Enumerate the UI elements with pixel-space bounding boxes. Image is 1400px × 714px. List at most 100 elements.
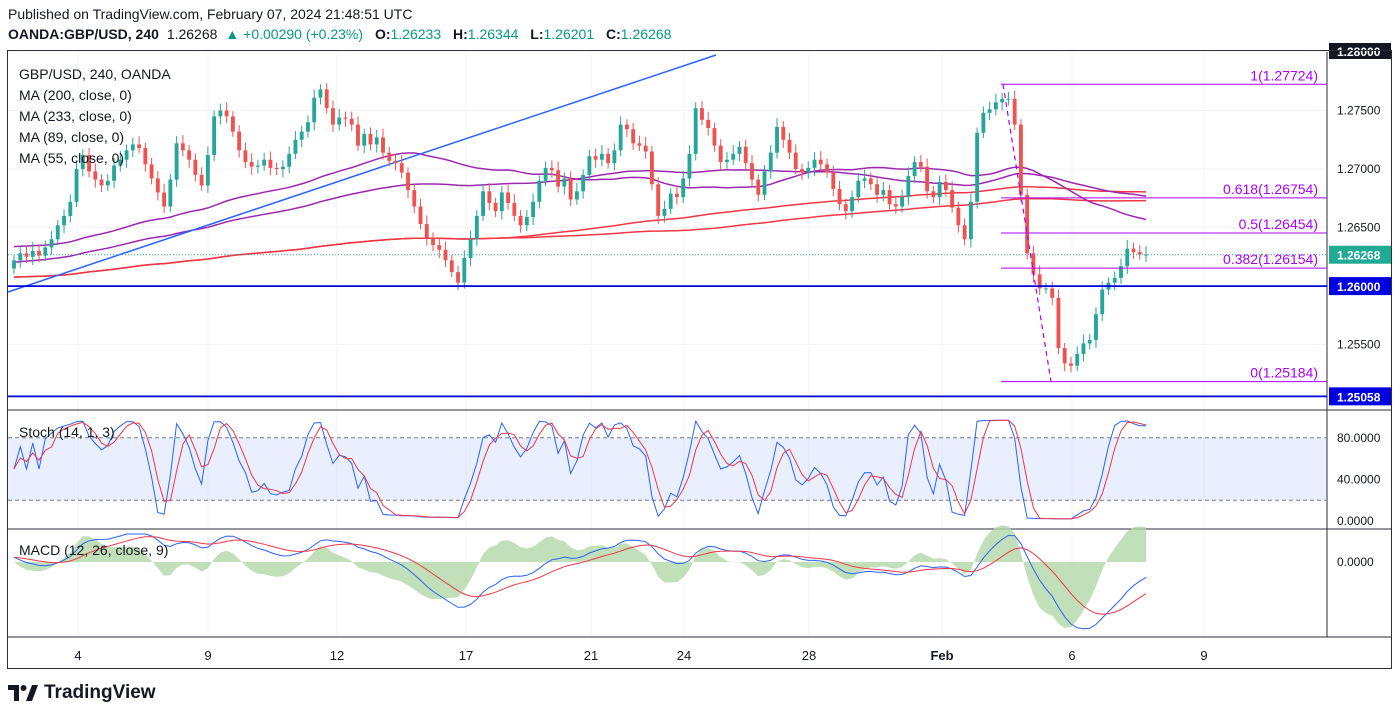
published-line: Published on TradingView.com, February 0… bbox=[8, 6, 413, 22]
candle-10 bbox=[74, 169, 79, 202]
price-axis-label-0: 1.28000 bbox=[1337, 45, 1381, 59]
candle-157 bbox=[993, 102, 998, 110]
candle-140 bbox=[887, 190, 892, 205]
price-axis-label-3: 1.26500 bbox=[1337, 221, 1381, 235]
candle-161 bbox=[1018, 124, 1023, 195]
candle-65 bbox=[418, 206, 423, 225]
candle-4 bbox=[37, 250, 41, 256]
candle-15 bbox=[105, 180, 110, 186]
chart-frame bbox=[7, 50, 1392, 669]
candle-48 bbox=[312, 97, 317, 123]
candle-83 bbox=[531, 201, 536, 218]
candle-74 bbox=[474, 215, 479, 240]
candle-16 bbox=[112, 165, 116, 181]
candle-7 bbox=[55, 225, 60, 240]
candle-79 bbox=[506, 192, 511, 203]
candle-26 bbox=[174, 143, 179, 180]
candle-103 bbox=[656, 184, 661, 216]
candle-84 bbox=[537, 180, 542, 202]
candle-63 bbox=[406, 172, 410, 191]
candle-158 bbox=[1000, 98, 1005, 103]
candle-149 bbox=[943, 181, 948, 191]
candle-90 bbox=[574, 191, 579, 200]
candle-156 bbox=[987, 109, 992, 113]
fib-label-1: 0.618(1.26754) bbox=[1223, 181, 1318, 197]
ohlc-header: OANDA:GBP/USD, 240 1.26268 ▲ +0.00290 (+0… bbox=[8, 26, 679, 42]
candle-141 bbox=[893, 204, 898, 207]
stoch-band bbox=[8, 437, 1327, 501]
candle-166 bbox=[1050, 288, 1055, 298]
last-price: 1.26268 bbox=[166, 26, 218, 42]
candle-94 bbox=[599, 153, 604, 160]
candle-163 bbox=[1031, 253, 1036, 275]
candle-8 bbox=[62, 215, 66, 226]
candle-39 bbox=[255, 165, 260, 167]
candle-50 bbox=[324, 89, 329, 109]
candle-123 bbox=[781, 126, 786, 140]
candle-119 bbox=[756, 179, 761, 195]
candle-106 bbox=[675, 193, 679, 198]
candle-128 bbox=[812, 159, 817, 168]
candle-3 bbox=[30, 250, 35, 257]
candle-176 bbox=[1112, 277, 1117, 283]
candle-53 bbox=[343, 117, 348, 119]
candle-170 bbox=[1075, 353, 1080, 366]
tradingview-logo[interactable]: TradingView bbox=[8, 682, 156, 704]
candle-130 bbox=[825, 164, 829, 173]
candle-42 bbox=[274, 167, 279, 170]
candle-135 bbox=[856, 180, 861, 198]
candle-12 bbox=[87, 155, 91, 172]
tradingview-logo-icon bbox=[8, 685, 38, 701]
candle-169 bbox=[1069, 363, 1073, 366]
candle-155 bbox=[981, 112, 986, 133]
candle-104 bbox=[662, 208, 667, 216]
candle-46 bbox=[299, 131, 304, 140]
candle-125 bbox=[793, 152, 798, 170]
time-axis-label-1: 9 bbox=[204, 648, 211, 663]
candle-33 bbox=[218, 110, 223, 117]
candle-22 bbox=[149, 164, 154, 179]
fib-label-4: 0(1.25184) bbox=[1250, 365, 1318, 381]
candle-1 bbox=[18, 253, 23, 261]
level-tag-1.25058-bg bbox=[1329, 387, 1391, 406]
candle-177 bbox=[1119, 266, 1123, 278]
candle-162 bbox=[1025, 194, 1030, 254]
level-tag-1.26000: 1.26000 bbox=[1337, 280, 1381, 294]
candle-29 bbox=[193, 159, 198, 175]
candle-154 bbox=[975, 132, 980, 202]
candle-138 bbox=[875, 184, 879, 195]
stoch-axis-label-0: 80.0000 bbox=[1337, 431, 1381, 445]
candle-131 bbox=[831, 172, 836, 189]
candle-109 bbox=[693, 108, 698, 154]
candle-101 bbox=[643, 145, 648, 152]
low-label: L: bbox=[530, 26, 544, 42]
candle-93 bbox=[593, 156, 598, 160]
candle-81 bbox=[518, 215, 523, 226]
candle-165 bbox=[1044, 288, 1048, 290]
candle-114 bbox=[725, 159, 729, 163]
candle-97 bbox=[618, 124, 623, 151]
stoch-k-line bbox=[13, 419, 1146, 520]
candle-32 bbox=[212, 116, 217, 156]
candle-105 bbox=[668, 193, 673, 209]
candle-49 bbox=[318, 89, 323, 98]
candle-151 bbox=[956, 207, 961, 226]
candle-150 bbox=[950, 190, 955, 208]
candle-30 bbox=[199, 174, 204, 186]
candle-120 bbox=[762, 171, 767, 195]
fib-label-3: 0.382(1.26154) bbox=[1223, 251, 1318, 267]
candle-58 bbox=[374, 137, 379, 145]
candle-115 bbox=[731, 153, 736, 160]
candle-55 bbox=[356, 124, 360, 146]
candle-51 bbox=[331, 108, 335, 125]
candle-146 bbox=[925, 166, 930, 192]
candle-133 bbox=[843, 204, 848, 212]
candle-40 bbox=[262, 159, 267, 166]
candle-45 bbox=[293, 139, 298, 154]
candle-72 bbox=[462, 258, 467, 283]
candle-57 bbox=[368, 133, 373, 145]
candle-86 bbox=[549, 167, 554, 171]
candle-88 bbox=[562, 178, 567, 187]
candle-91 bbox=[581, 174, 586, 192]
